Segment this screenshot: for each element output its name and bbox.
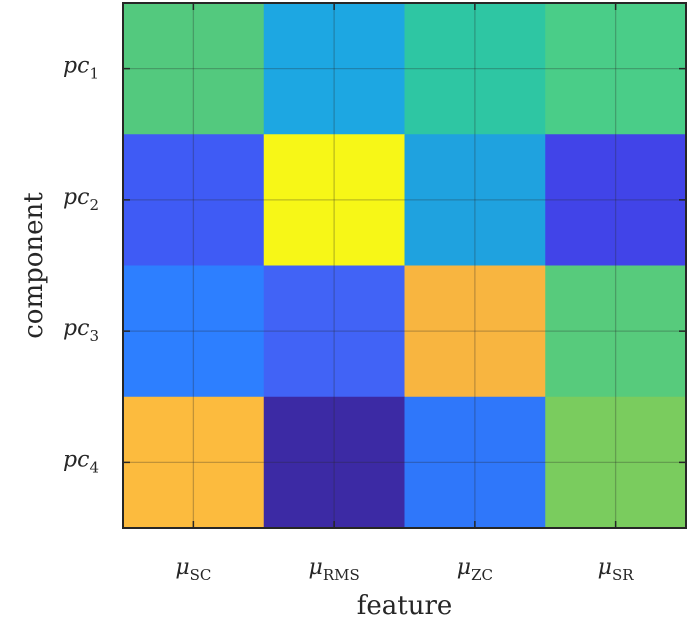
x-axis-label: feature	[357, 591, 453, 621]
y-tick-label-1-base: pc	[63, 54, 89, 79]
x-tick-label-4: μSR	[598, 555, 635, 584]
y-tick-label-3-base: pc	[63, 316, 89, 341]
tick-marks	[123, 3, 686, 528]
y-tick-label-3-subscript: 3	[89, 327, 99, 345]
x-tick-label-2-subscript: RMS	[323, 566, 360, 584]
heatmap-cell-r4-c2	[263, 396, 405, 529]
x-tick-label-4-subscript: SR	[612, 566, 634, 584]
heatmap-cell-r3-c2	[263, 265, 405, 398]
x-tick-label-4-base: μ	[598, 555, 612, 580]
y-tick-label-2-subscript: 2	[89, 196, 99, 214]
y-tick-label-1: pc1	[63, 54, 99, 83]
y-tick-label-4-subscript: 4	[89, 458, 99, 476]
heatmap-cell-r2-c1	[123, 134, 265, 266]
y-tick-label-4-base: pc	[63, 447, 89, 472]
x-tick-label-1-base: μ	[175, 555, 189, 580]
x-tick-label-1-subscript: SC	[190, 566, 212, 584]
x-tick-label-3-subscript: ZC	[471, 566, 493, 584]
heatmap-cell-r3-c4	[545, 265, 687, 398]
y-tick-label-2-base: pc	[63, 185, 89, 210]
x-tick-label-1: μSC	[175, 555, 211, 584]
heatmap-cell-r4-c1	[123, 396, 265, 529]
heatmap-cell-r1-c4	[545, 3, 687, 135]
heatmap-cell-r4-c4	[545, 396, 687, 529]
y-tick-label-1-subscript: 1	[89, 65, 99, 83]
grid-lines	[123, 3, 686, 528]
heatmap-cell-r1-c1	[123, 3, 265, 135]
y-tick-label-2: pc2	[63, 185, 99, 214]
heatmap-cell-r3-c1	[123, 265, 265, 398]
heatmap-cell-r2-c4	[545, 134, 687, 266]
heatmap-cells	[123, 3, 687, 529]
x-tick-label-3: μZC	[457, 555, 493, 584]
heatmap-cell-r2-c3	[404, 134, 546, 266]
x-tick-label-2: μRMS	[309, 555, 360, 584]
x-tick-label-2-base: μ	[309, 555, 323, 580]
y-tick-label-4: pc4	[63, 447, 99, 476]
heatmap-cell-r1-c2	[263, 3, 405, 135]
plot-frame	[122, 2, 687, 529]
y-tick-label-3: pc3	[63, 316, 99, 345]
heatmap-cell-r4-c3	[404, 396, 546, 529]
heatmap-cell-r3-c3	[404, 265, 546, 398]
heatmap-cell-r2-c2	[263, 134, 405, 266]
heatmap-cell-r1-c3	[404, 3, 546, 135]
y-axis-label: component	[19, 192, 49, 339]
x-tick-label-3-base: μ	[457, 555, 471, 580]
